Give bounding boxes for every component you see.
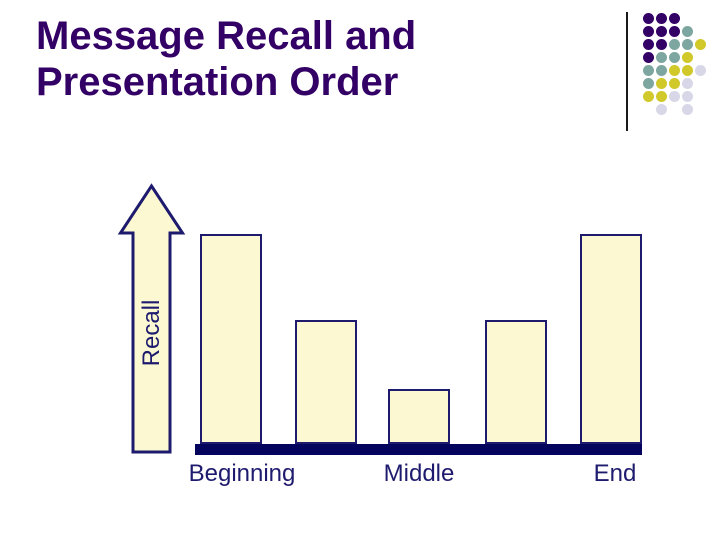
decoration-dot: [694, 38, 706, 50]
y-axis-label: Recall: [138, 299, 165, 367]
decoration-dot: [642, 51, 654, 63]
title-line-2: Presentation Order: [36, 60, 399, 104]
decoration-dot: [655, 38, 667, 50]
decoration-dot: [655, 103, 667, 115]
decoration-dot: [668, 77, 680, 89]
decoration-dot: [681, 103, 693, 115]
decoration-dot: [655, 77, 667, 89]
decoration-dot: [694, 64, 706, 76]
recall-bar-1: [200, 234, 262, 444]
decoration-dot: [681, 77, 693, 89]
title-line-1: Message Recall and: [36, 14, 417, 58]
decoration-dot: [642, 25, 654, 37]
decoration-dot: [655, 90, 667, 102]
decoration-dot: [642, 90, 654, 102]
decoration-dot: [668, 64, 680, 76]
decoration-dot: [655, 51, 667, 63]
recall-bar-3: [388, 389, 450, 444]
recall-bar-4: [485, 320, 547, 444]
x-axis-label-beginning: Beginning: [188, 460, 296, 487]
x-axis-label-middle: Middle: [383, 460, 455, 487]
decoration-dot: [642, 64, 654, 76]
recall-bar-2: [295, 320, 357, 444]
recall-bar-5: [580, 234, 642, 444]
decoration-dot: [668, 25, 680, 37]
decoration-dot: [681, 38, 693, 50]
decoration-dot: [668, 12, 680, 24]
x-axis-label-end: End: [593, 460, 637, 487]
x-axis-baseline: [195, 444, 642, 455]
decoration-divider-line: [626, 12, 628, 131]
decoration-dot: [642, 38, 654, 50]
decoration-dot: [668, 90, 680, 102]
decoration-dot: [655, 25, 667, 37]
decoration-dot: [668, 51, 680, 63]
decoration-dot: [681, 51, 693, 63]
decoration-dot: [655, 12, 667, 24]
decoration-dot: [655, 64, 667, 76]
decoration-dot: [668, 38, 680, 50]
decoration-dot: [681, 90, 693, 102]
decoration-dot: [681, 25, 693, 37]
decoration-dot: [642, 12, 654, 24]
decoration-dot: [642, 77, 654, 89]
decoration-dot: [681, 64, 693, 76]
page-title: Message Recall and Presentation Order: [36, 13, 416, 105]
